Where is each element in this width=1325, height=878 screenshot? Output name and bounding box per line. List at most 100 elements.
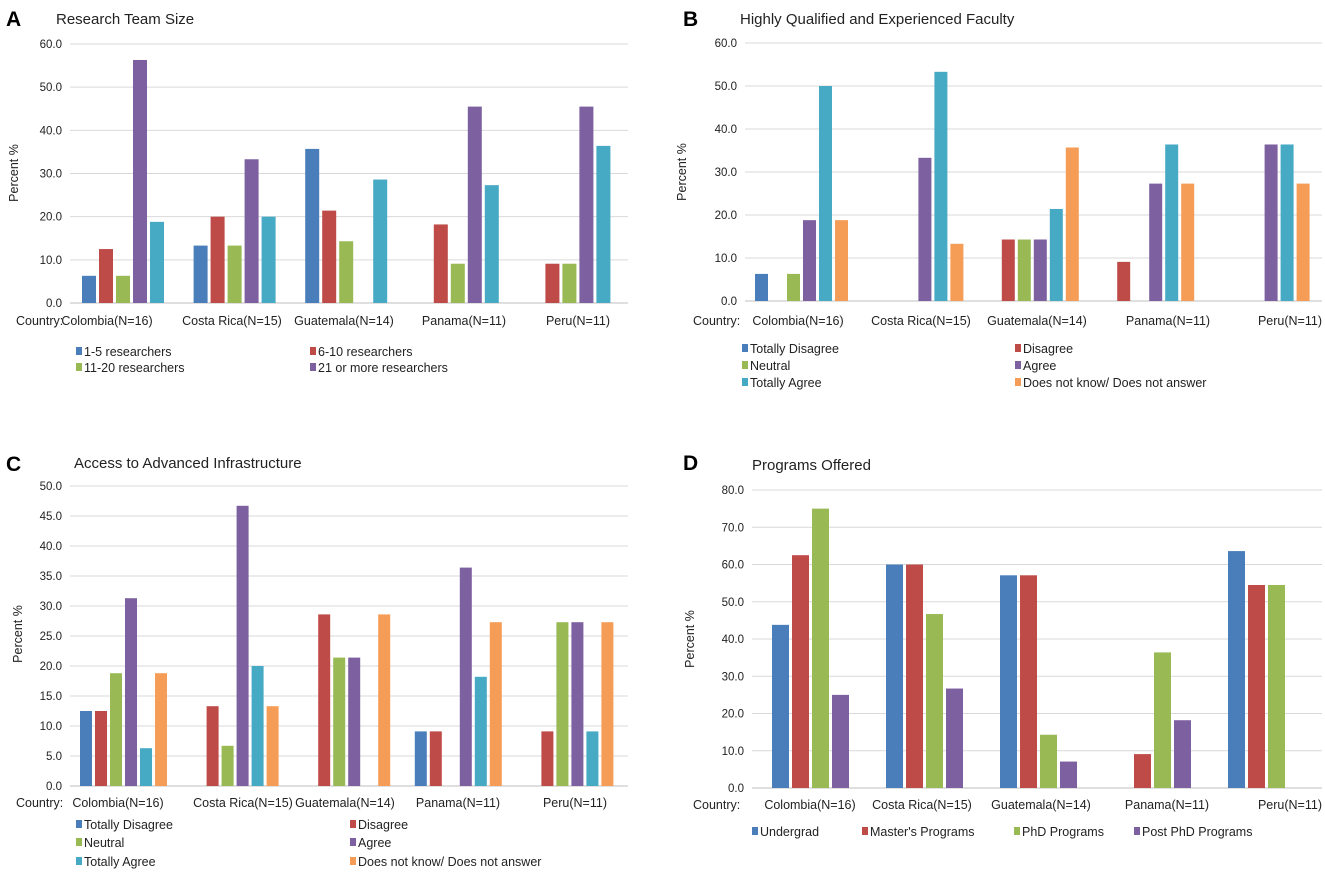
category-label: Guatemala(N=14) (294, 314, 394, 328)
category-label: Peru(N=11) (1258, 314, 1322, 328)
bar-post-phd-programs-3 (1174, 720, 1191, 788)
y-tick-label: 60.0 (715, 38, 737, 50)
category-label: Costa Rica(N=15) (872, 798, 972, 812)
legend-label: 6-10 researchers (318, 345, 413, 359)
bar-master-s-programs-1 (906, 564, 923, 788)
bar-agree-0 (125, 598, 137, 786)
legend-label: Neutral (84, 836, 124, 850)
panel-letter: B (683, 8, 698, 31)
chart-panel-d: D Programs Offered 0.0 10.0 20.0 30.0 40.0 50.0… (683, 452, 1322, 839)
legend-label: Disagree (358, 818, 408, 832)
bar-agree-4 (1264, 144, 1278, 301)
bar-totally-disagree-3 (414, 731, 427, 786)
chart-panel-c: C Access to Advanced Infrastructure 0.0 5.0… (6, 453, 628, 869)
bar-6-10-researchers-2 (322, 210, 337, 303)
category-label: Panama(N=11) (422, 314, 506, 328)
legend-label: Totally Disagree (750, 342, 839, 356)
y-tick-label: 20.0 (40, 212, 62, 224)
legend-label: Undergrad (760, 825, 819, 839)
bar-series-4-0 (150, 221, 164, 303)
bar-does-not-know-does-not-answer-4 (601, 622, 614, 786)
y-tick-label: 40.0 (40, 125, 62, 137)
bar-totally-agree-4 (1280, 144, 1294, 301)
bar-does-not-know-does-not-answer-2 (378, 614, 391, 786)
bar-agree-3 (1149, 183, 1163, 301)
y-tick-label: 45.0 (40, 511, 62, 523)
bar-totally-agree-1 (934, 71, 948, 301)
category-label: Colombia(N=16) (72, 796, 163, 810)
category-label: Panama(N=11) (1125, 798, 1209, 812)
category-label: Panama(N=11) (416, 796, 500, 810)
x-axis-label: Country: (16, 314, 63, 328)
bar-totally-disagree-0 (80, 711, 92, 786)
bar-does-not-know-does-not-answer-1 (266, 706, 279, 786)
bar-phd-programs-0 (812, 508, 829, 788)
bar-21-or-more-researchers-3 (467, 106, 482, 303)
bar-series-4-1 (261, 216, 276, 303)
y-tick-label: 0.0 (721, 296, 737, 308)
legend-swatch (76, 347, 82, 355)
legend-label: 1-5 researchers (84, 345, 172, 359)
bar-agree-0 (803, 220, 816, 301)
bar-21-or-more-researchers-1 (244, 159, 259, 303)
legend-label: PhD Programs (1022, 825, 1104, 839)
y-tick-label: 35.0 (40, 571, 62, 583)
y-tick-label: 30.0 (715, 167, 737, 179)
y-tick-label: 60.0 (722, 560, 744, 572)
legend-label: 21 or more researchers (318, 361, 448, 375)
bar-post-phd-programs-1 (946, 688, 963, 788)
bar-agree-1 (236, 505, 249, 786)
y-tick-label: 50.0 (722, 597, 744, 609)
y-tick-label: 30.0 (722, 671, 744, 683)
y-tick-label: 5.0 (46, 751, 62, 763)
y-tick-label: 30.0 (40, 601, 62, 613)
y-tick-label: 60.0 (40, 39, 62, 51)
bar-agree-3 (459, 567, 472, 786)
bar-disagree-3 (429, 731, 442, 786)
chart-title: Highly Qualified and Experienced Faculty (740, 11, 1015, 28)
bar-master-s-programs-0 (792, 555, 809, 788)
bar-neutral-1 (221, 745, 234, 786)
bar-11-20-researchers-2 (339, 241, 354, 303)
category-label: Peru(N=11) (1258, 798, 1322, 812)
bar-undergrad-4 (1228, 551, 1245, 788)
category-label: Guatemala(N=14) (295, 796, 395, 810)
y-tick-label: 70.0 (722, 522, 744, 534)
bar-disagree-0 (95, 711, 107, 786)
bar-master-s-programs-2 (1020, 575, 1037, 788)
legend-swatch (350, 857, 356, 865)
y-tick-label: 15.0 (40, 691, 62, 703)
bar-disagree-2 (1001, 239, 1015, 301)
y-tick-label: 10.0 (40, 721, 62, 733)
bar-21-or-more-researchers-4 (579, 106, 594, 303)
bar-does-not-know-does-not-answer-0 (155, 673, 167, 786)
legend-label: Disagree (1023, 342, 1073, 356)
bar-undergrad-0 (772, 624, 789, 788)
x-axis-label: Country: (16, 796, 63, 810)
bar-1-5-researchers-1 (193, 245, 208, 303)
bar-does-not-know-does-not-answer-2 (1065, 147, 1079, 301)
bar-phd-programs-3 (1154, 652, 1171, 788)
category-label: Panama(N=11) (1126, 314, 1210, 328)
bar-disagree-4 (541, 731, 554, 786)
bar-21-or-more-researchers-0 (133, 59, 147, 304)
bar-agree-1 (918, 157, 932, 301)
x-axis-label: Country: (693, 314, 740, 328)
legend-swatch (1015, 361, 1021, 369)
category-label: Colombia(N=16) (61, 314, 152, 328)
legend-label: Agree (358, 836, 391, 850)
x-axis-label: Country: (693, 798, 740, 812)
y-tick-label: 20.0 (722, 709, 744, 721)
y-tick-label: 50.0 (715, 81, 737, 93)
y-tick-label: 10.0 (715, 253, 737, 265)
legend-swatch (742, 344, 748, 352)
category-label: Peru(N=11) (543, 796, 607, 810)
bar-disagree-3 (1117, 261, 1131, 301)
bar-6-10-researchers-0 (99, 249, 113, 303)
category-label: Costa Rica(N=15) (871, 314, 971, 328)
y-axis-label: Percent % (7, 144, 21, 202)
bar-phd-programs-4 (1268, 584, 1285, 788)
bar-disagree-2 (318, 614, 331, 786)
legend-swatch (862, 827, 868, 835)
